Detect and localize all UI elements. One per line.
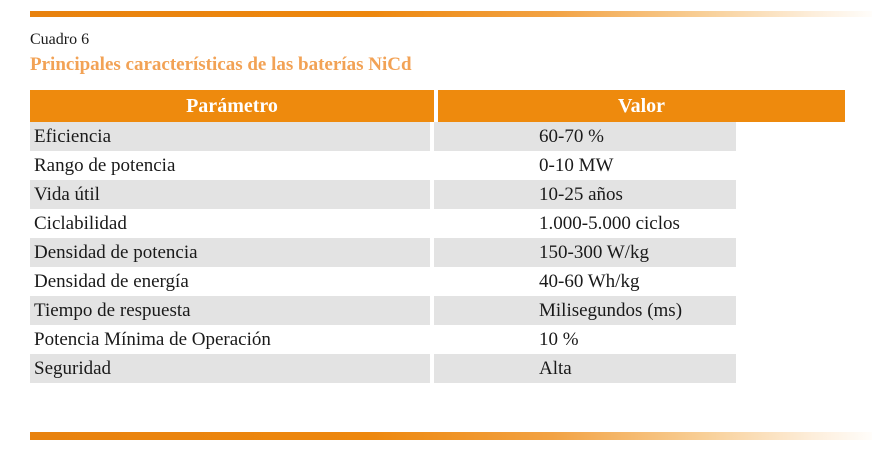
param-cell: Densidad de energía [34, 271, 189, 292]
table-row: Potencia Mínima de Operación 10 % [30, 325, 845, 354]
valor-cell: 150-300 W/kg [434, 238, 736, 267]
table-row: Rango de potencia 0-10 MW [30, 151, 845, 180]
valor-cell: 60-70 % [434, 122, 736, 151]
table-body: Eficiencia 60-70 % Rango de potencia 0-1… [30, 122, 845, 383]
param-cell: Eficiencia [30, 122, 430, 151]
param-cell: Vida útil [30, 180, 430, 209]
bottom-divider-bar [30, 432, 872, 440]
characteristics-table: Parámetro Valor Eficiencia 60-70 % Rango… [30, 90, 845, 383]
table-row: Densidad de potencia 150-300 W/kg [30, 238, 845, 267]
column-header-parametro: Parámetro [30, 90, 434, 122]
column-divider [430, 209, 434, 238]
top-divider-bar [30, 11, 872, 17]
param-cell: Potencia Mínima de Operación [34, 329, 271, 350]
table-row: Densidad de energía 40-60 Wh/kg [30, 267, 845, 296]
column-divider [430, 122, 434, 151]
param-cell: Seguridad [30, 354, 430, 383]
table-row: Ciclabilidad 1.000-5.000 ciclos [30, 209, 845, 238]
table-caption: Cuadro 6 [30, 31, 90, 48]
column-divider [430, 151, 434, 180]
column-divider [430, 180, 434, 209]
column-divider [430, 238, 434, 267]
valor-cell: 10-25 años [434, 180, 736, 209]
valor-cell: 10 % [539, 329, 579, 350]
table-header-row: Parámetro Valor [30, 90, 845, 122]
param-cell: Ciclabilidad [34, 213, 127, 234]
valor-cell: Milisegundos (ms) [434, 296, 736, 325]
table-row: Eficiencia 60-70 % [30, 122, 845, 151]
column-divider [430, 296, 434, 325]
param-cell: Rango de potencia [34, 155, 176, 176]
table-row: Tiempo de respuesta Milisegundos (ms) [30, 296, 845, 325]
column-divider [430, 354, 434, 383]
valor-cell: 0-10 MW [539, 155, 614, 176]
param-cell: Tiempo de respuesta [30, 296, 430, 325]
valor-cell: Alta [434, 354, 736, 383]
table-title: Principales características de las bater… [30, 54, 412, 75]
column-header-valor: Valor [438, 90, 845, 122]
table-row: Seguridad Alta [30, 354, 845, 383]
valor-cell: 1.000-5.000 ciclos [539, 213, 680, 234]
column-divider [434, 90, 438, 122]
column-divider [430, 267, 434, 296]
column-divider [430, 325, 434, 354]
table-row: Vida útil 10-25 años [30, 180, 845, 209]
param-cell: Densidad de potencia [30, 238, 430, 267]
valor-cell: 40-60 Wh/kg [539, 271, 640, 292]
